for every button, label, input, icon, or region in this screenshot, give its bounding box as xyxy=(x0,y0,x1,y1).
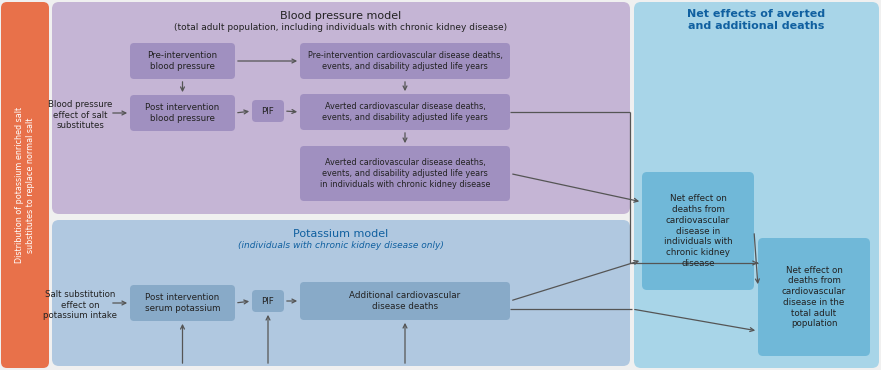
Text: Potassium model: Potassium model xyxy=(293,229,389,239)
Text: Post intervention
blood pressure: Post intervention blood pressure xyxy=(145,103,219,123)
FancyBboxPatch shape xyxy=(252,100,284,122)
Text: Net effect on
deaths from
cardiovascular
disease in
individuals with
chronic kid: Net effect on deaths from cardiovascular… xyxy=(663,194,732,268)
FancyBboxPatch shape xyxy=(252,290,284,312)
Text: Salt substitution
effect on
potassium intake: Salt substitution effect on potassium in… xyxy=(43,290,117,320)
FancyBboxPatch shape xyxy=(130,43,235,79)
FancyBboxPatch shape xyxy=(130,285,235,321)
FancyBboxPatch shape xyxy=(52,220,630,366)
FancyBboxPatch shape xyxy=(300,43,510,79)
Text: Blood pressure
effect of salt
substitutes: Blood pressure effect of salt substitute… xyxy=(48,100,112,130)
Text: Blood pressure model: Blood pressure model xyxy=(280,11,402,21)
FancyBboxPatch shape xyxy=(52,2,630,214)
FancyBboxPatch shape xyxy=(300,146,510,201)
FancyBboxPatch shape xyxy=(1,2,49,368)
Text: (individuals with chronic kidney disease only): (individuals with chronic kidney disease… xyxy=(238,242,444,250)
Text: Pre-intervention cardiovascular disease deaths,
events, and disability adjusted : Pre-intervention cardiovascular disease … xyxy=(307,51,502,71)
FancyBboxPatch shape xyxy=(634,2,879,368)
FancyBboxPatch shape xyxy=(300,94,510,130)
Text: Pre-intervention
blood pressure: Pre-intervention blood pressure xyxy=(147,51,218,71)
Text: PIF: PIF xyxy=(262,107,274,115)
Text: Post intervention
serum potassium: Post intervention serum potassium xyxy=(144,293,220,313)
FancyBboxPatch shape xyxy=(758,238,870,356)
Text: Net effect on
deaths from
cardiovascular
disease in the
total adult
population: Net effect on deaths from cardiovascular… xyxy=(781,266,846,329)
Text: Distribution of potassium enriched salt
substitutes to replace normal salt: Distribution of potassium enriched salt … xyxy=(15,107,35,263)
Text: Additional cardiovascular
disease deaths: Additional cardiovascular disease deaths xyxy=(350,291,461,311)
Text: Net effects of averted
and additional deaths: Net effects of averted and additional de… xyxy=(687,9,825,31)
FancyBboxPatch shape xyxy=(642,172,754,290)
Text: (total adult population, including individuals with chronic kidney disease): (total adult population, including indiv… xyxy=(174,24,507,33)
FancyBboxPatch shape xyxy=(130,95,235,131)
Text: Averted cardiovascular disease deaths,
events, and disability adjusted life year: Averted cardiovascular disease deaths, e… xyxy=(320,158,490,189)
Text: PIF: PIF xyxy=(262,296,274,306)
FancyBboxPatch shape xyxy=(300,282,510,320)
Text: Averted cardiovascular disease deaths,
events, and disability adjusted life year: Averted cardiovascular disease deaths, e… xyxy=(322,102,488,122)
